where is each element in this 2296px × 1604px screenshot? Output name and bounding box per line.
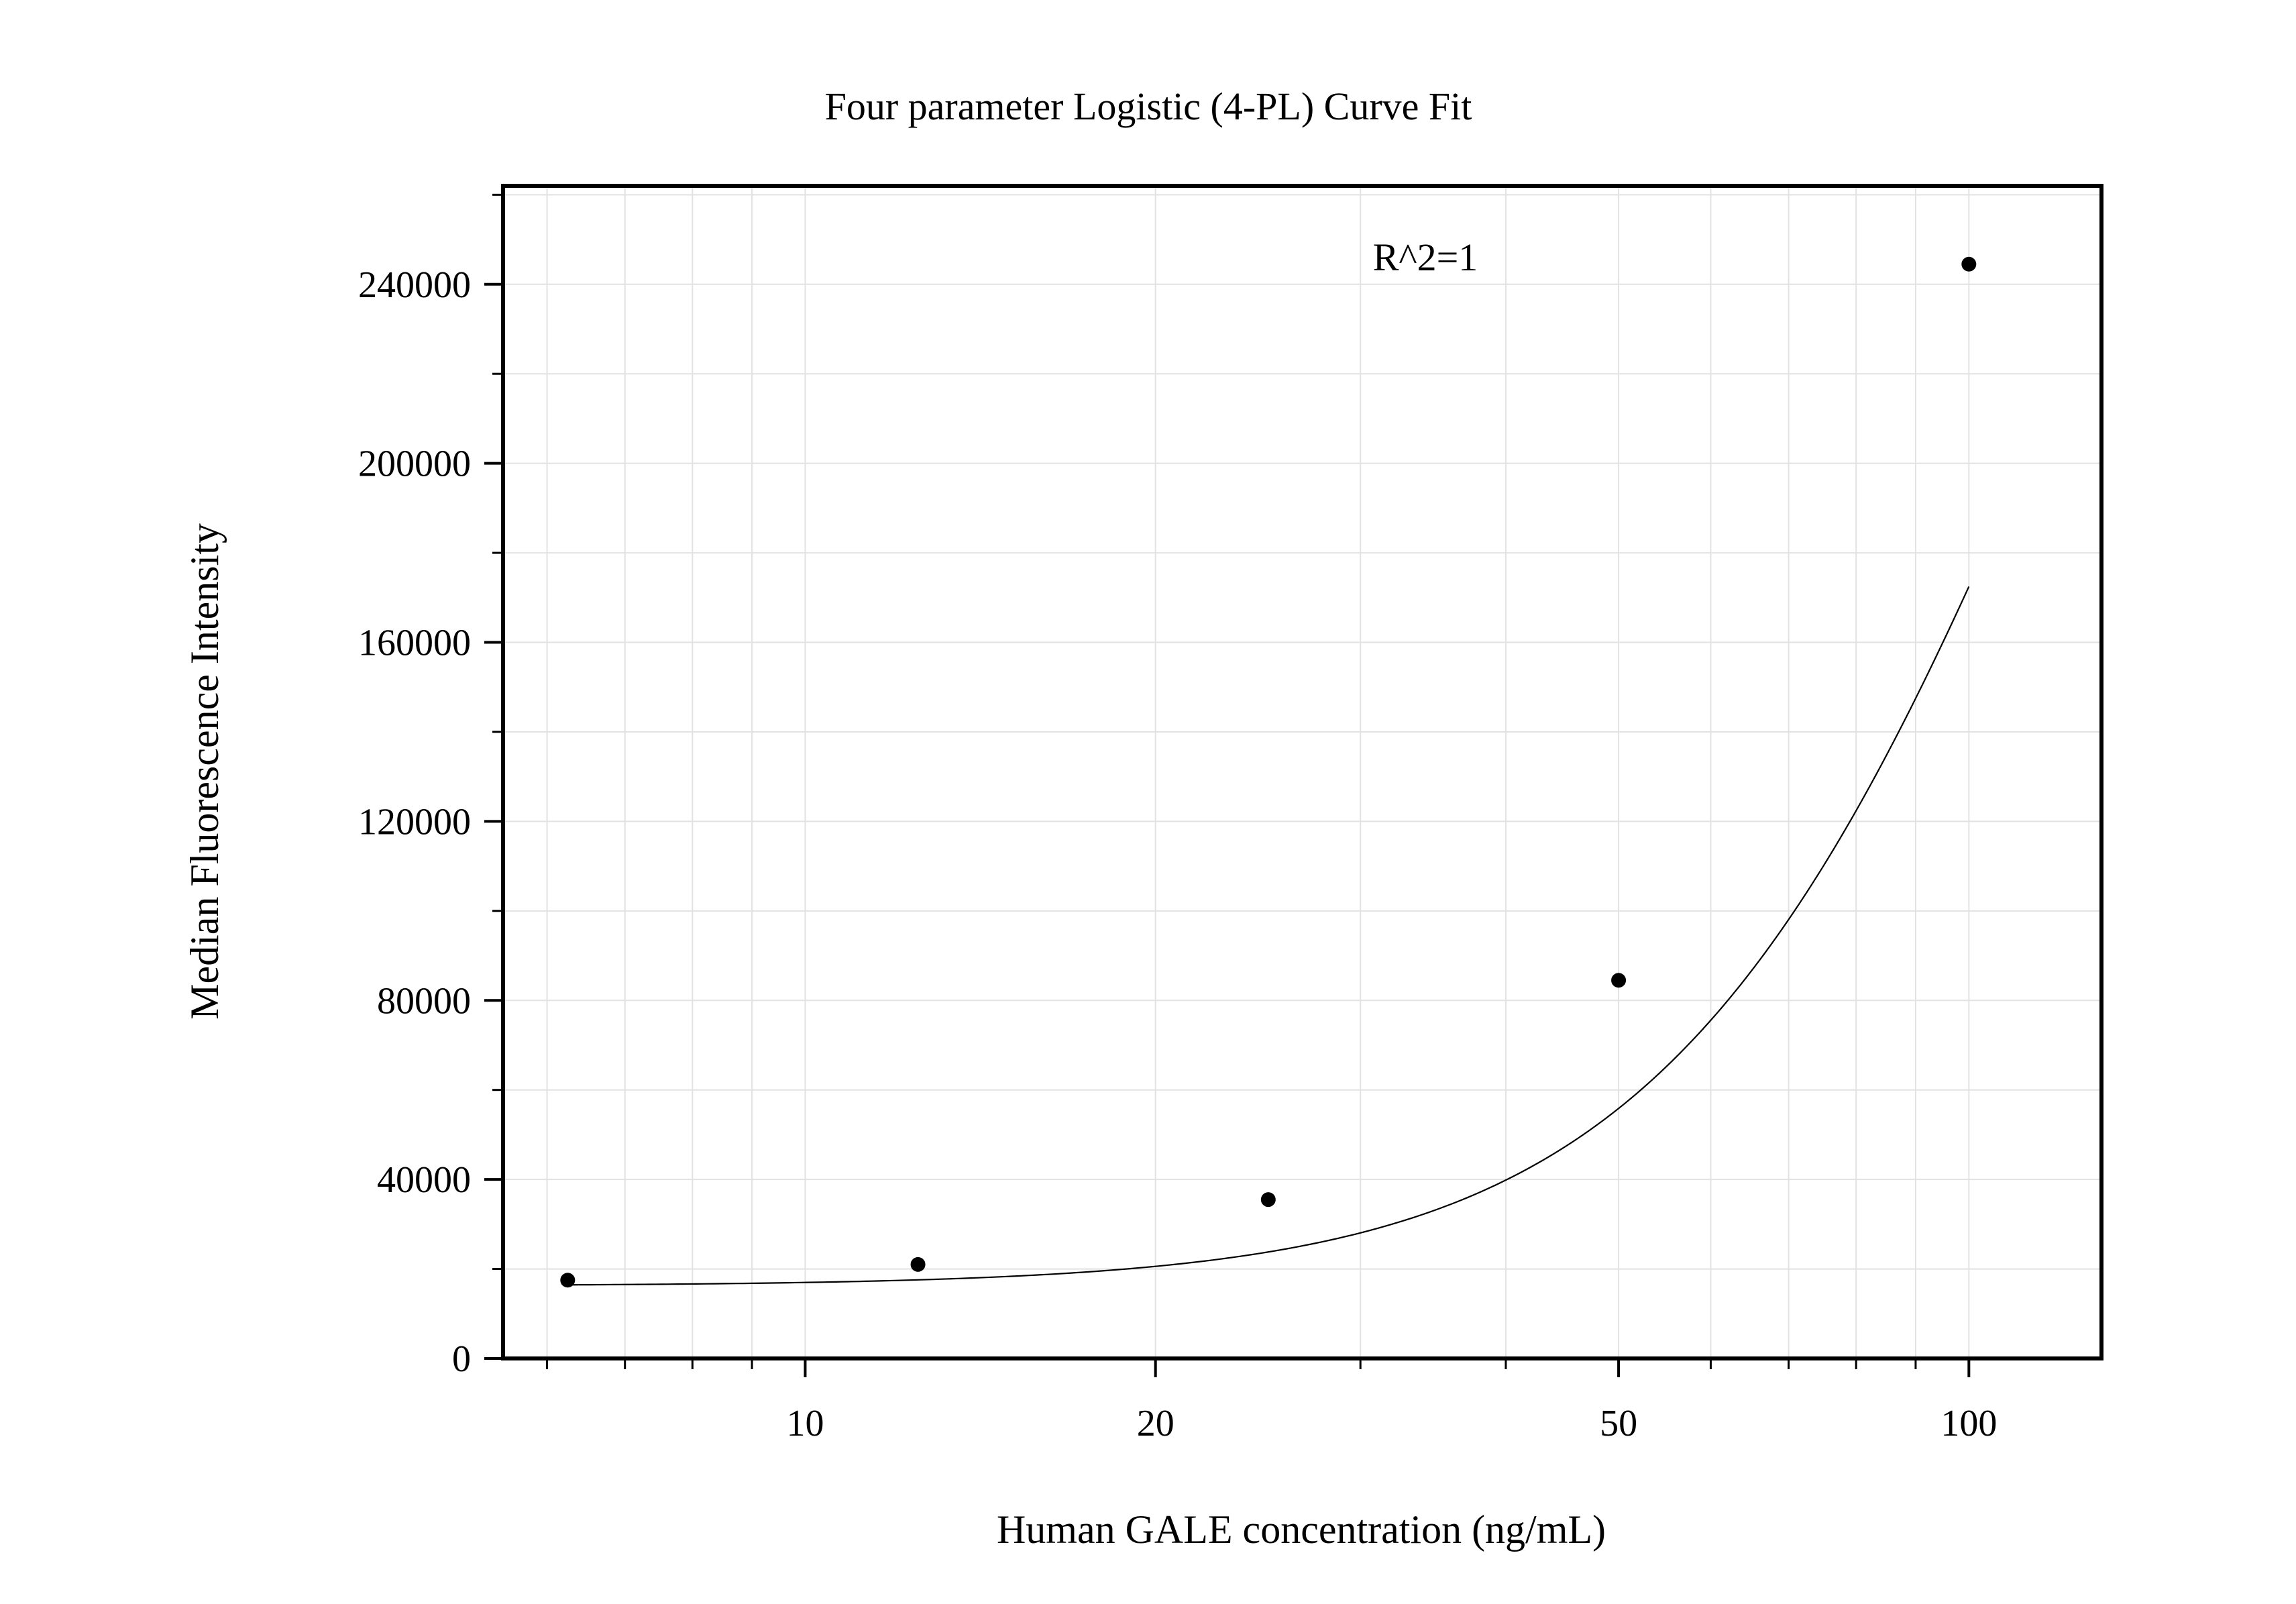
chart-title: Four parameter Logistic (4-PL) Curve Fit	[825, 85, 1472, 128]
grid-lines	[503, 186, 2101, 1358]
r-squared-annotation: R^2=1	[1373, 235, 1478, 279]
plot-frame	[501, 184, 2103, 1360]
y-tick-label: 40000	[377, 1159, 471, 1201]
data-point	[1961, 256, 1977, 272]
y-tick-label: 80000	[377, 980, 471, 1022]
data-point	[1260, 1192, 1276, 1208]
x-tick-label: 50	[1600, 1403, 1637, 1444]
y-tick-label: 200000	[358, 443, 471, 485]
x-tick-label: 10	[786, 1403, 824, 1444]
axis-ticks	[484, 193, 1971, 1377]
y-tick-label: 240000	[358, 264, 471, 306]
x-tick-label: 100	[1940, 1403, 1997, 1444]
x-tick-label: 20	[1137, 1403, 1174, 1444]
data-points	[560, 256, 1977, 1288]
data-point	[910, 1257, 926, 1272]
tick-labels: 10 20 50 100 0 40000 80000 120000 160000 200000 24…	[358, 264, 1997, 1444]
fit-curve	[567, 586, 1970, 1286]
data-point	[1611, 973, 1627, 988]
y-tick-label: 0	[452, 1338, 471, 1380]
y-axis-title: Median Fluorescence Intensity	[182, 523, 227, 1020]
y-tick-label: 120000	[358, 801, 471, 843]
y-tick-label: 160000	[358, 623, 471, 664]
x-axis-title: Human GALE concentration (ng/mL)	[997, 1507, 1606, 1552]
data-point	[560, 1273, 576, 1288]
